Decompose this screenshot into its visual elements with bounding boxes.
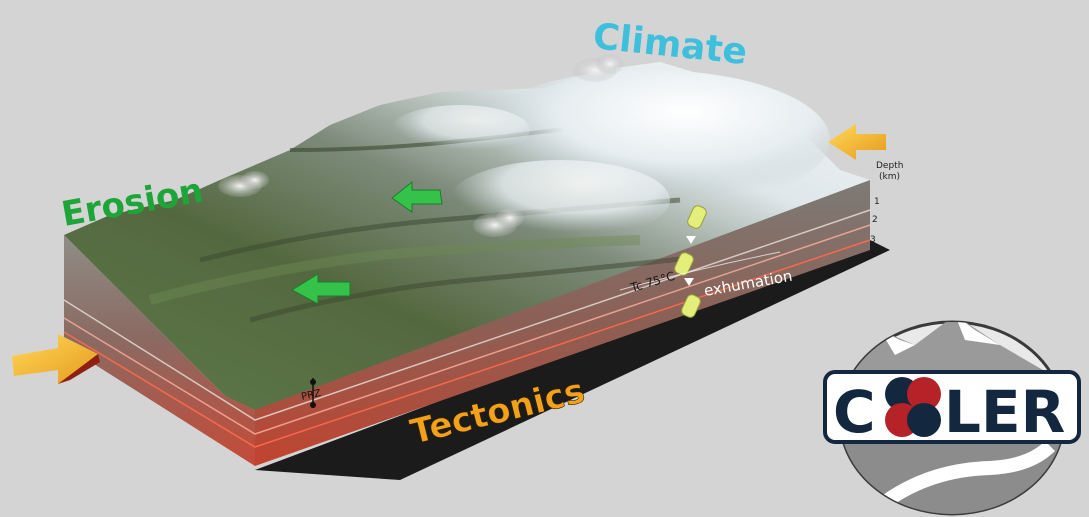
depth-tick: 1 (874, 197, 880, 207)
cloud-icon (473, 208, 524, 237)
exhumation-up-arrow-icon (684, 278, 694, 286)
block-front-side (64, 235, 255, 466)
isotherm-line (63, 209, 871, 421)
isotherm-line (63, 239, 871, 448)
logo-circle-red (907, 377, 941, 411)
snow-field (390, 105, 530, 155)
logo-letter-c: C (833, 378, 876, 446)
block-long-side (225, 180, 870, 466)
prz-marker (310, 378, 316, 408)
cloud-icon (573, 54, 624, 82)
depth-tick: 2 (872, 215, 878, 225)
depth-unit: (km) (879, 172, 900, 182)
isotherm-line (63, 224, 871, 435)
exhumation-up-arrow-icon (686, 236, 696, 244)
block-shadow (255, 240, 890, 480)
depth-axis: Depth (km) 1 2 3 (870, 161, 903, 245)
cooler-logo: C LER (823, 320, 1081, 516)
erosion-flow-arrow-icon (391, 180, 443, 213)
exhumation-path (674, 205, 707, 318)
prz-label: PRZ (300, 388, 322, 403)
erosion-flow-arrow-icon (290, 273, 351, 305)
depth-tick: 3 (870, 235, 876, 245)
depth-title: Depth (876, 161, 903, 171)
tectonic-compression-arrow-icon (828, 124, 886, 160)
valley (148, 235, 641, 305)
tectonic-compression-arrow-icon (12, 334, 100, 384)
tc-isotherm-line (619, 251, 781, 291)
cloud-icon (218, 171, 269, 197)
logo-letters-ler: LER (944, 378, 1065, 446)
logo-circle-navy (907, 403, 941, 437)
